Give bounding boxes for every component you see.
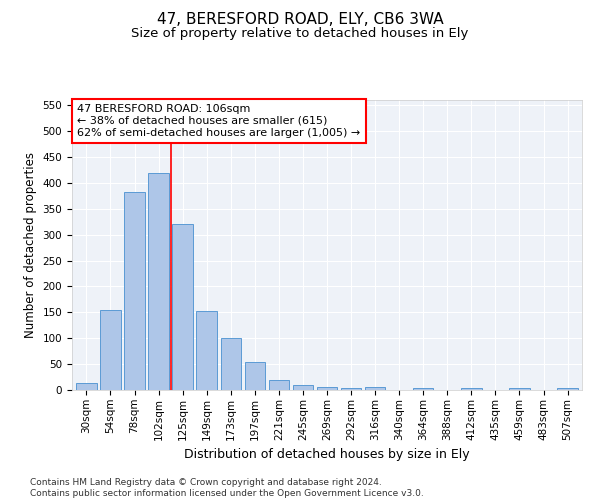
Text: Size of property relative to detached houses in Ely: Size of property relative to detached ho… xyxy=(131,28,469,40)
Bar xyxy=(365,388,385,390)
X-axis label: Distribution of detached houses by size in Ely: Distribution of detached houses by size … xyxy=(184,448,470,461)
Bar xyxy=(124,192,145,390)
Bar xyxy=(245,362,265,390)
Bar xyxy=(269,380,289,390)
Bar xyxy=(509,388,530,390)
Bar xyxy=(196,311,217,390)
Text: Contains HM Land Registry data © Crown copyright and database right 2024.
Contai: Contains HM Land Registry data © Crown c… xyxy=(30,478,424,498)
Bar xyxy=(293,385,313,390)
Text: 47, BERESFORD ROAD, ELY, CB6 3WA: 47, BERESFORD ROAD, ELY, CB6 3WA xyxy=(157,12,443,28)
Bar xyxy=(100,310,121,390)
Bar xyxy=(413,388,433,390)
Bar xyxy=(148,172,169,390)
Bar xyxy=(172,224,193,390)
Bar xyxy=(317,388,337,390)
Text: 47 BERESFORD ROAD: 106sqm
← 38% of detached houses are smaller (615)
62% of semi: 47 BERESFORD ROAD: 106sqm ← 38% of detac… xyxy=(77,104,361,138)
Bar xyxy=(557,388,578,390)
Bar xyxy=(341,388,361,390)
Y-axis label: Number of detached properties: Number of detached properties xyxy=(24,152,37,338)
Bar xyxy=(76,384,97,390)
Bar xyxy=(221,338,241,390)
Bar xyxy=(461,388,482,390)
